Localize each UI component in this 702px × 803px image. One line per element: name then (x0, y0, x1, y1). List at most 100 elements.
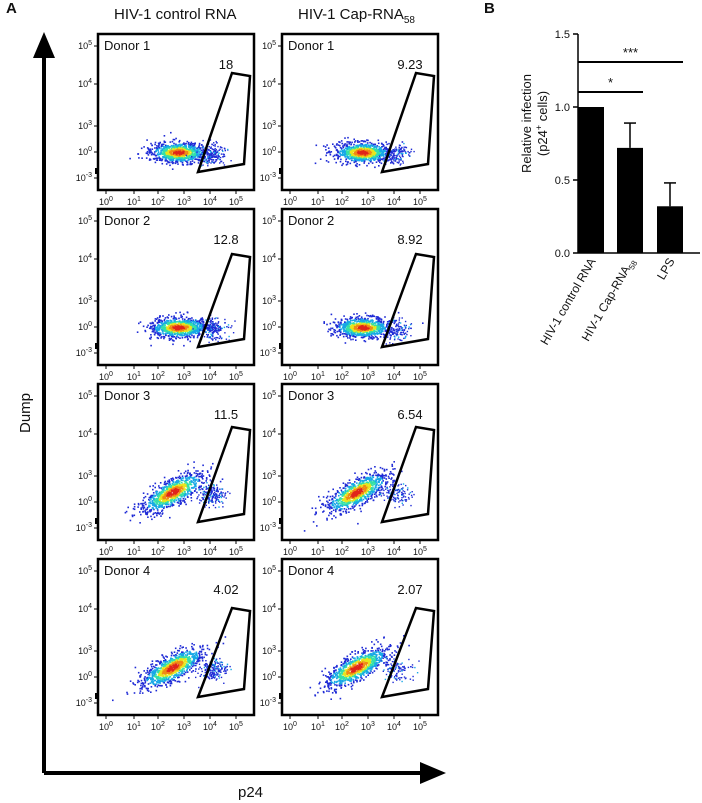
event-dot (350, 338, 352, 341)
event-dot (189, 163, 191, 166)
event-dot (155, 157, 158, 159)
event-dot (178, 150, 181, 152)
event-dot (202, 139, 204, 142)
event-dot (149, 158, 152, 161)
event-dot (169, 157, 171, 159)
event-dot (355, 160, 357, 163)
event-dot (344, 321, 346, 323)
event-dot (156, 322, 159, 324)
event-dot (157, 151, 160, 153)
event-dot (346, 327, 349, 329)
event-dot (202, 151, 204, 154)
event-dot (341, 154, 344, 156)
x-tick-label: 101 (311, 371, 325, 382)
event-dot (198, 327, 200, 329)
event-dot (215, 148, 217, 151)
event-dot (356, 146, 358, 149)
event-dot (220, 153, 223, 155)
event-dot (156, 148, 159, 150)
event-dot (198, 145, 200, 148)
event-dot (210, 466, 213, 468)
donor-label: Donor 1 (104, 38, 150, 53)
event-dot (185, 142, 187, 145)
event-dot (171, 162, 174, 165)
event-dot (185, 153, 188, 156)
event-dot (374, 156, 377, 158)
panel-a-label: A (6, 0, 17, 17)
event-dot (206, 153, 209, 156)
event-dot (180, 148, 182, 151)
event-dot (353, 143, 355, 146)
event-dot (394, 336, 396, 338)
event-dot (157, 337, 160, 340)
event-dot (211, 331, 213, 334)
event-dot (402, 155, 404, 158)
event-dot (156, 508, 159, 510)
event-dot (366, 164, 368, 167)
event-dot (179, 311, 181, 314)
event-dot (186, 311, 189, 313)
event-dot (169, 483, 171, 485)
event-dot (395, 331, 397, 333)
event-dot (169, 159, 171, 162)
event-dot (375, 161, 378, 163)
event-dot (191, 149, 193, 152)
event-dot (190, 319, 193, 322)
event-dot (368, 151, 370, 153)
event-dot (175, 157, 178, 160)
event-dot (185, 146, 187, 148)
event-dot (358, 320, 361, 323)
event-dot (198, 150, 200, 152)
event-dot (163, 152, 166, 155)
event-dot (181, 157, 183, 159)
event-dot (170, 144, 173, 147)
event-dot (199, 322, 201, 324)
event-dot (208, 331, 210, 334)
event-dot (349, 317, 351, 320)
donor-label: Donor 1 (288, 38, 334, 53)
event-dot (351, 328, 354, 330)
event-dot (342, 146, 345, 149)
event-dot (182, 156, 185, 158)
event-dot (377, 316, 379, 318)
event-dot (150, 327, 152, 330)
event-dot (215, 149, 217, 152)
event-dot (163, 337, 165, 340)
x-tick-label: 102 (151, 371, 165, 382)
event-dot (161, 162, 164, 165)
event-dot (329, 329, 332, 331)
event-dot (333, 145, 336, 147)
event-dot (369, 158, 372, 160)
event-dot (344, 329, 347, 332)
event-dot (171, 502, 173, 504)
gate-polygon (196, 252, 252, 349)
event-dot (164, 489, 166, 492)
x-tick-label: 104 (203, 196, 217, 207)
event-dot (386, 322, 389, 325)
event-dot (328, 328, 330, 331)
event-dot (156, 145, 158, 147)
event-dot (397, 338, 399, 340)
event-dot (220, 161, 222, 163)
event-dot (223, 164, 226, 166)
event-dot (202, 324, 204, 326)
event-dot (177, 158, 180, 161)
event-dot (369, 326, 372, 328)
event-dot (377, 139, 380, 142)
event-dot (179, 332, 182, 334)
event-dot (142, 499, 144, 502)
event-dot (210, 338, 213, 340)
event-dot (364, 152, 367, 154)
event-dot (232, 332, 235, 334)
x-tick-label: 103 (361, 371, 375, 382)
event-dot (150, 151, 153, 154)
event-dot (185, 503, 187, 506)
event-dot (219, 480, 222, 483)
event-dot (137, 153, 139, 155)
event-dot (358, 141, 361, 143)
event-dot (161, 149, 164, 151)
event-dot (173, 331, 176, 333)
event-dot (372, 143, 375, 146)
event-dot (339, 155, 341, 158)
event-dot (153, 331, 155, 333)
